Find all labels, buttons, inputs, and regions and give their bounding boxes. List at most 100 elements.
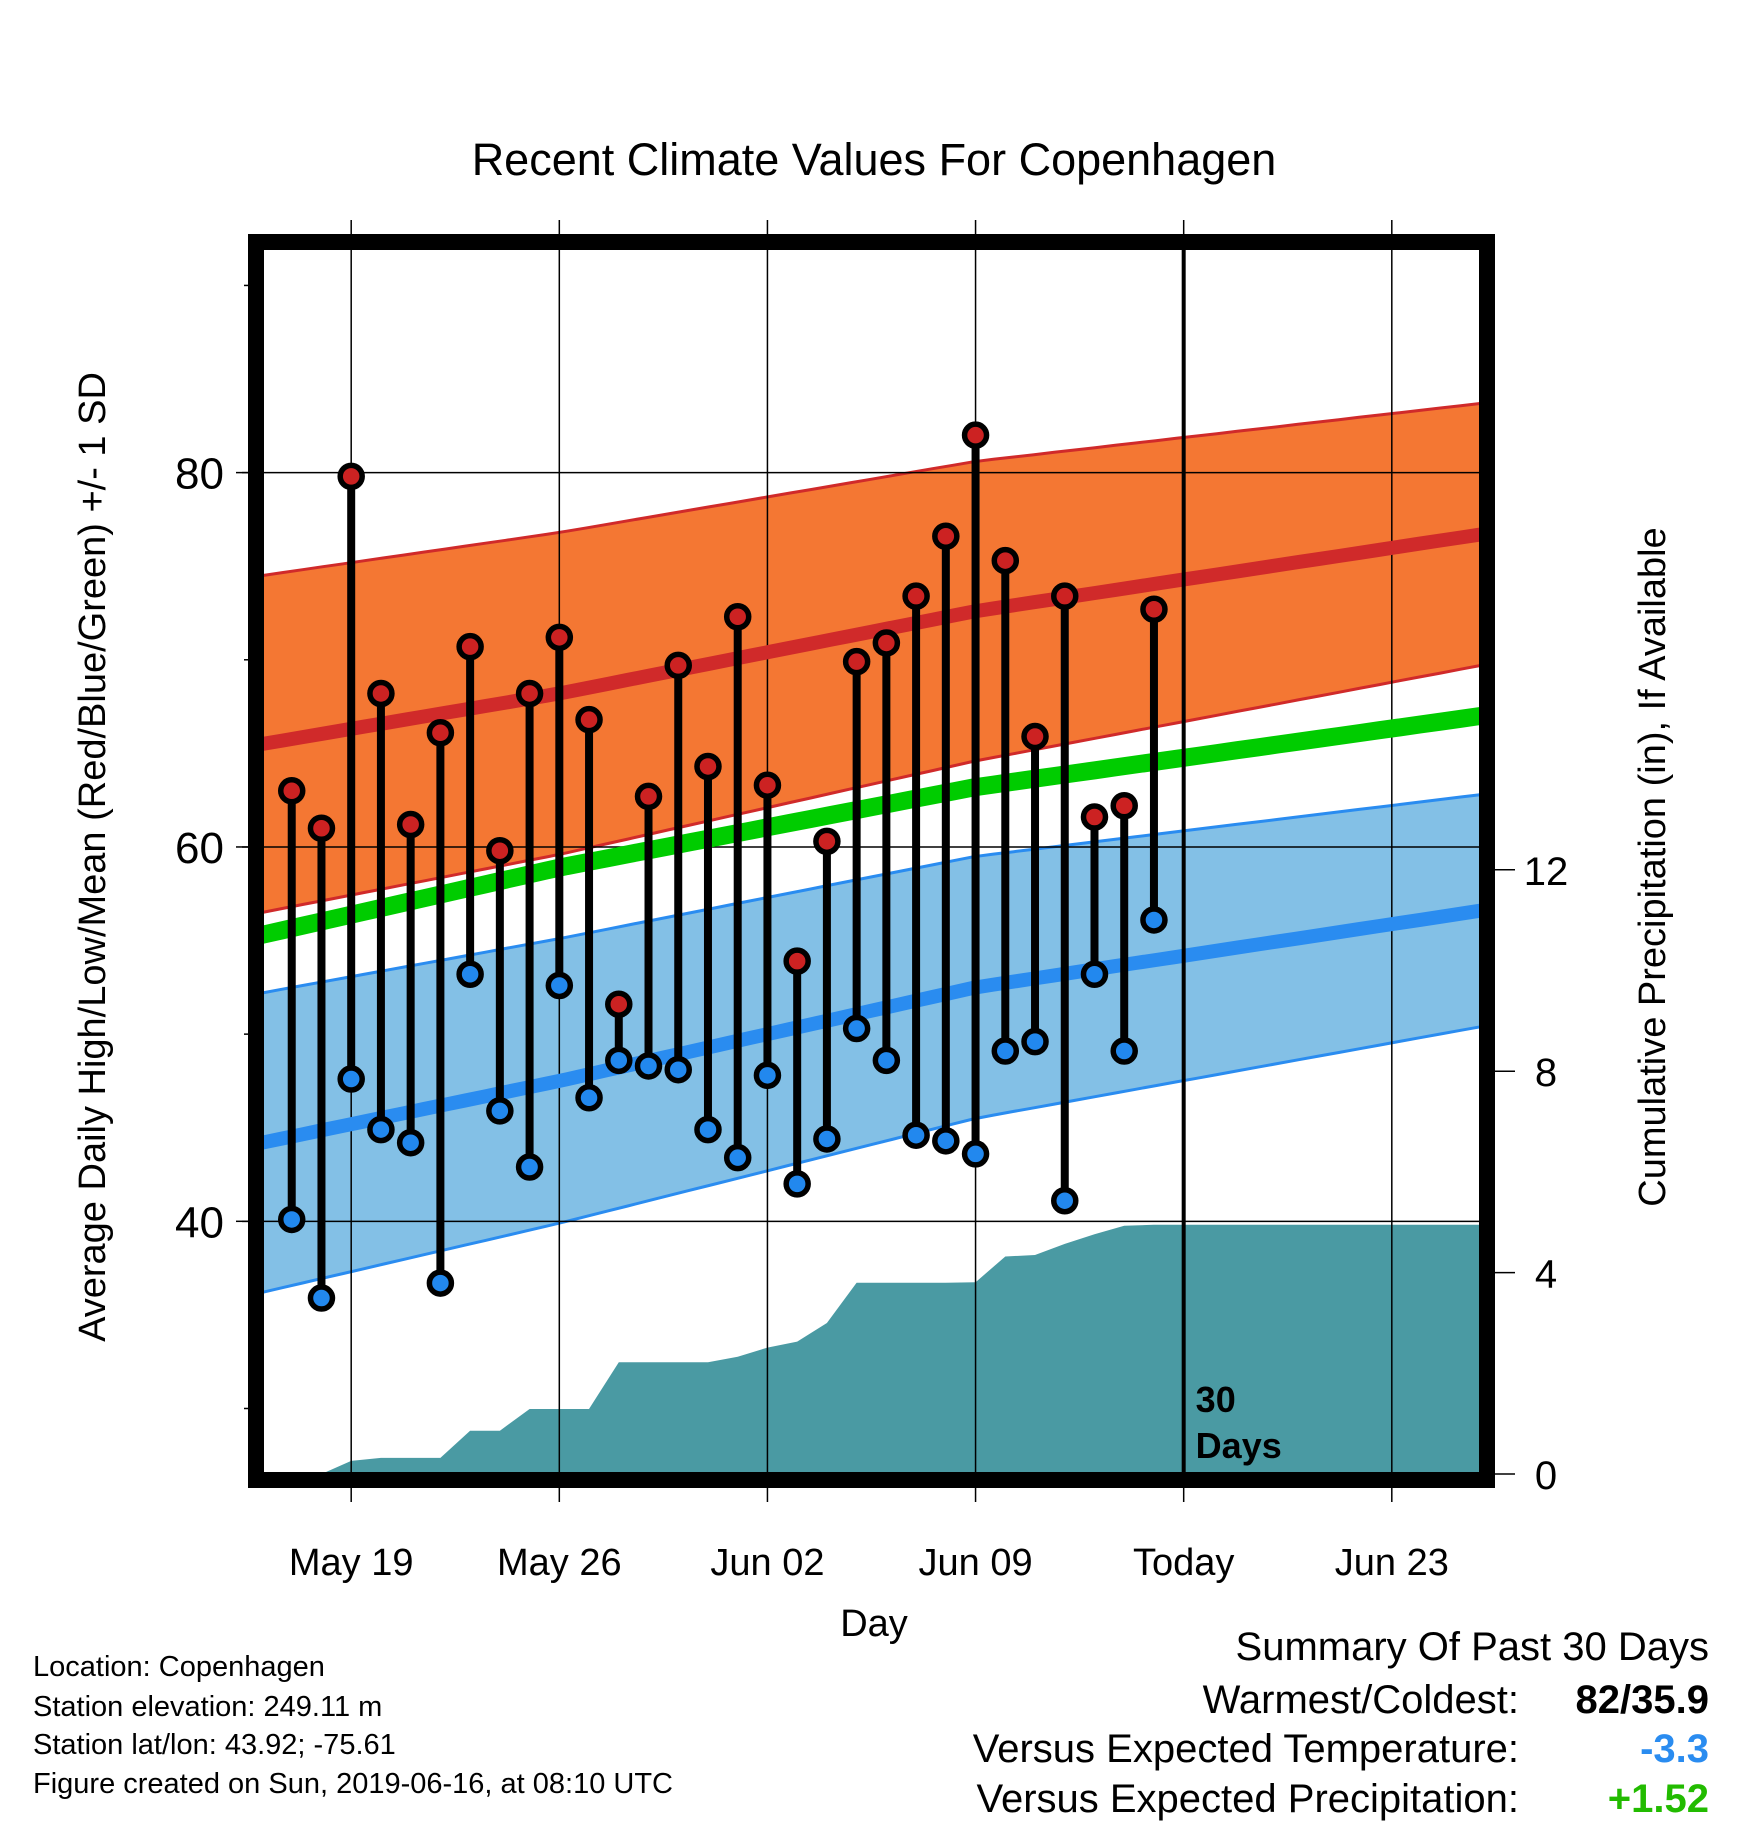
warmest-label: Warmest/Coldest: <box>1202 1678 1519 1722</box>
precip-area <box>262 1224 1481 1474</box>
daily-low-point <box>575 1084 603 1112</box>
temp-label: Versus Expected Temperature: <box>972 1727 1519 1771</box>
temp-value: -3.3 <box>1640 1727 1709 1771</box>
daily-high-point <box>694 752 722 781</box>
high-sd-band <box>262 403 1481 913</box>
high-band-lower-edge <box>261 663 1482 914</box>
daily-low-point <box>932 1127 960 1155</box>
elevation-text: Station elevation: 249.11 m <box>33 1691 383 1723</box>
daily-low-point <box>456 960 484 988</box>
location-text: Location: Copenhagen <box>33 1651 325 1683</box>
y-axis-label: Average Daily High/Low/Mean (Red/Blue/Gr… <box>72 372 114 1342</box>
x-axis-label: Day <box>840 1603 908 1645</box>
warmest-value: 82/35.9 <box>1575 1678 1709 1722</box>
daily-low-point <box>842 1014 871 1043</box>
created-text: Figure created on Sun, 2019-06-16, at 08… <box>33 1768 673 1800</box>
daily-low-point <box>813 1125 841 1153</box>
daily-high-point <box>902 582 930 610</box>
y-tick-label: 60 <box>175 824 224 873</box>
daily-high-point <box>486 836 514 865</box>
x-tick-label: Today <box>1133 1542 1234 1584</box>
daily-high-point <box>1080 803 1109 831</box>
daily-low-point <box>902 1121 930 1149</box>
daily-low-point <box>753 1061 782 1090</box>
x-tick-label: Jun 09 <box>919 1542 1033 1584</box>
daily-high-point <box>783 947 811 975</box>
daily-high-point <box>515 679 544 708</box>
summary-warmest-row: Warmest/Coldest: 82/35.9 <box>1203 1680 1709 1720</box>
low-sd-band <box>262 794 1481 1293</box>
daily-high-point <box>307 814 336 842</box>
daily-high-point <box>961 421 990 449</box>
plot-frame <box>248 234 1495 1488</box>
summary-temp-row: Versus Expected Temperature: -3.3 <box>973 1729 1709 1769</box>
daily-low-point <box>783 1170 811 1198</box>
daily-high-point <box>664 651 692 680</box>
daily-low-point <box>426 1269 455 1297</box>
latlon-text: Station lat/lon: 43.92; -75.61 <box>33 1729 396 1761</box>
daily-low-point <box>545 971 574 1000</box>
y2-tick-label: 4 <box>1535 1253 1557 1297</box>
daily-high-point <box>753 771 782 799</box>
daily-low-point <box>486 1097 514 1125</box>
x-tick-label: Jun 02 <box>710 1542 824 1584</box>
y-tick-label: 80 <box>175 450 224 499</box>
daily-high-point <box>456 632 484 661</box>
daily-high-point <box>545 623 574 652</box>
mean-line <box>260 706 1483 944</box>
daily-low-point <box>664 1055 692 1084</box>
daily-low-point <box>1051 1186 1079 1215</box>
daily-low-point <box>723 1143 752 1172</box>
daily-low-point <box>991 1037 1020 1065</box>
daily-high-point <box>813 827 841 856</box>
y-tick-label: 40 <box>175 1198 224 1247</box>
y2-tick-label: 0 <box>1535 1454 1557 1498</box>
daily-high-point <box>842 647 871 676</box>
daily-low-point <box>605 1046 633 1075</box>
daily-low-point <box>277 1205 306 1234</box>
daily-low-point <box>961 1140 990 1168</box>
daily-low-point <box>396 1128 425 1157</box>
x-tick-label: May 19 <box>289 1542 414 1584</box>
daily-low-point <box>515 1153 544 1181</box>
daily-low-point <box>307 1284 336 1312</box>
low-band-lower-edge <box>261 1025 1482 1294</box>
daily-high-point <box>1110 792 1138 820</box>
daily-high-point <box>872 629 901 657</box>
daily-high-point <box>991 546 1020 575</box>
precip-label: Versus Expected Precipitation: <box>976 1777 1519 1821</box>
daily-low-point <box>337 1065 365 1093</box>
daily-high-point <box>337 462 365 491</box>
daily-high-point <box>1051 582 1079 610</box>
daily-high-point <box>723 602 752 631</box>
daily-low-point <box>872 1046 901 1075</box>
daily-low-point <box>1110 1037 1138 1065</box>
daily-low-point <box>1140 906 1168 934</box>
daily-high-point <box>634 782 663 811</box>
today-days-label: Days <box>1196 1425 1282 1466</box>
daily-low-point <box>367 1115 395 1144</box>
y2-axis-label: Cumulative Precipitation (in), If Availa… <box>1632 527 1674 1206</box>
daily-high-point <box>426 719 455 747</box>
chart-title: Recent Climate Values For Copenhagen <box>472 134 1277 185</box>
daily-low-point <box>1080 960 1109 988</box>
daily-high-point <box>932 522 960 551</box>
high-band-upper-edge <box>261 401 1482 578</box>
low-mean-line <box>260 903 1483 1150</box>
daily-high-point <box>367 679 395 708</box>
y2-tick-label: 12 <box>1524 850 1569 894</box>
daily-high-point <box>1021 722 1049 751</box>
high-mean-line <box>260 527 1483 751</box>
x-tick-label: May 26 <box>497 1542 622 1584</box>
summary-title: Summary Of Past 30 Days <box>1235 1625 1709 1669</box>
summary-precip-row: Versus Expected Precipitation: +1.52 <box>976 1779 1709 1819</box>
precip-value: +1.52 <box>1607 1777 1709 1821</box>
daily-high-point <box>396 810 425 839</box>
daily-high-point <box>1140 595 1168 623</box>
daily-low-point <box>634 1052 663 1080</box>
daily-high-point <box>605 990 633 1018</box>
x-tick-label: Jun 23 <box>1335 1542 1449 1584</box>
daily-high-point <box>277 777 306 805</box>
